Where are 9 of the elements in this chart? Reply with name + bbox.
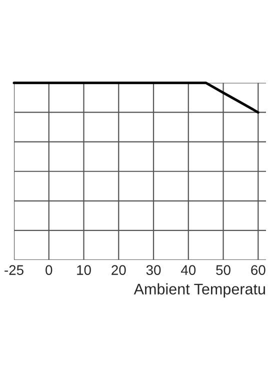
x-tick-label: 60 xyxy=(251,265,266,275)
x-axis-title: Ambient Temperatu xyxy=(134,283,265,298)
x-tick-label: 0 xyxy=(46,265,52,275)
x-tick-label: 10 xyxy=(77,265,91,275)
x-tick-label: 20 xyxy=(112,265,126,275)
x-tick-label: 40 xyxy=(180,265,196,275)
x-tick-label: -25 xyxy=(4,265,24,275)
x-tick-label: 30 xyxy=(146,265,161,275)
x-tick-label: 50 xyxy=(216,265,230,275)
